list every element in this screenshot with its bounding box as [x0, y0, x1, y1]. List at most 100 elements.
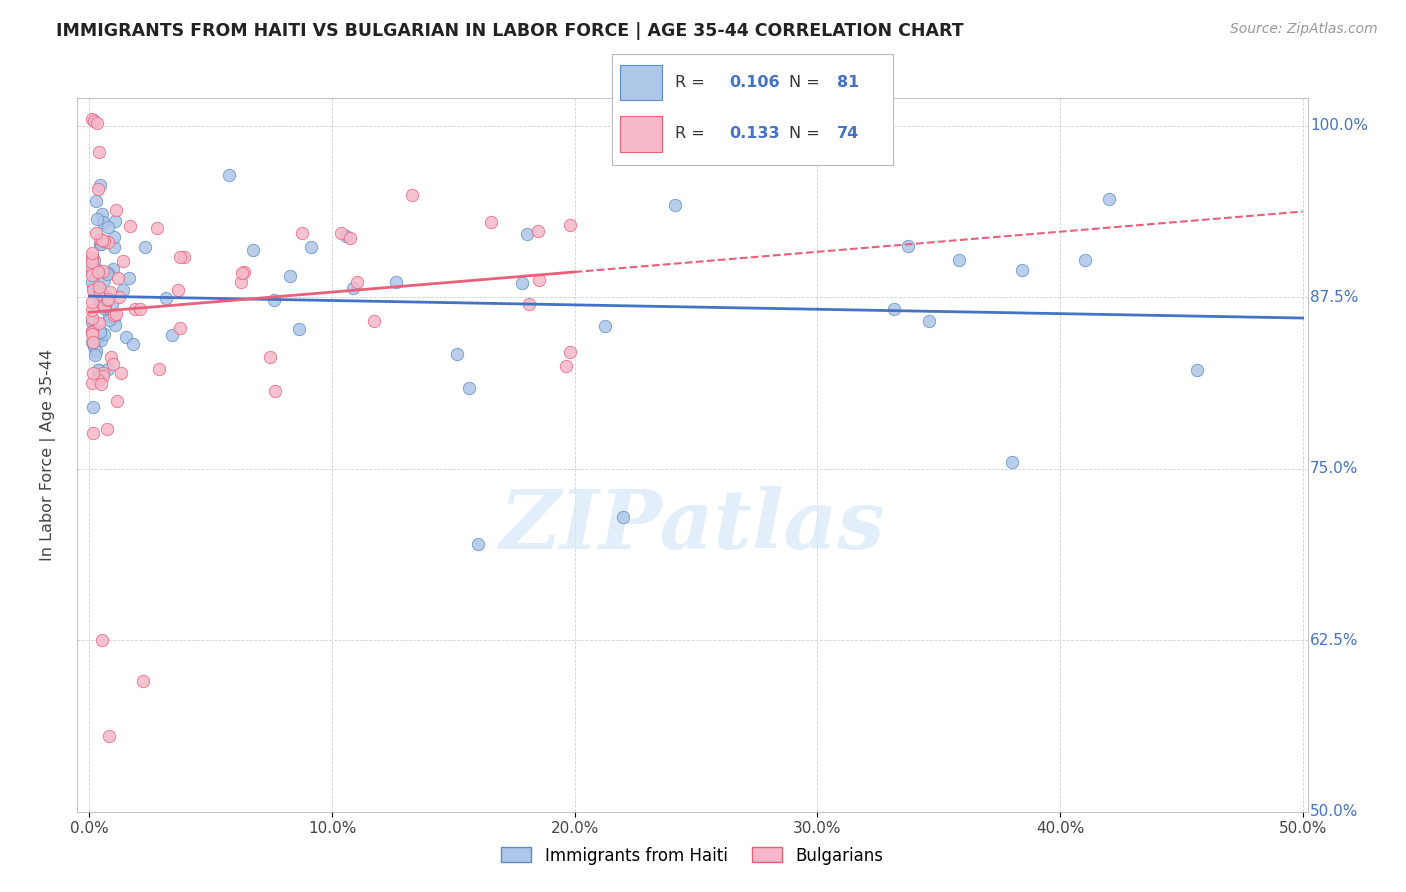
Point — [115, 330, 138, 344]
Point — [90, 233, 112, 247]
Point — [91, 207, 114, 221]
Point — [84, 226, 107, 240]
Point — [93, 326, 115, 341]
Point — [97, 219, 120, 234]
Point — [110, 366, 132, 380]
Point — [80, 324, 103, 338]
Point — [107, 290, 129, 304]
Point — [664, 198, 686, 212]
Point — [80, 265, 103, 279]
Point — [401, 188, 423, 202]
Legend: Immigrants from Haiti, Bulgarians: Immigrants from Haiti, Bulgarians — [495, 840, 890, 871]
Point — [80, 252, 103, 266]
Point — [82, 334, 104, 349]
Point — [89, 324, 111, 338]
Point — [948, 252, 970, 267]
Point — [86, 116, 108, 130]
Text: N =: N = — [789, 75, 825, 90]
Point — [242, 244, 264, 258]
Point — [80, 376, 103, 390]
Point — [96, 293, 118, 307]
Point — [98, 285, 121, 299]
Point — [90, 333, 112, 347]
Point — [91, 368, 114, 383]
Point — [90, 633, 112, 648]
Point — [97, 362, 120, 376]
Point — [897, 238, 920, 252]
Point — [918, 314, 941, 328]
Point — [84, 343, 107, 358]
Point — [339, 230, 361, 244]
Point — [299, 240, 322, 254]
Point — [97, 292, 120, 306]
Point — [612, 509, 634, 524]
Point — [86, 373, 108, 387]
Point — [97, 729, 120, 743]
Point — [93, 301, 115, 316]
Point — [231, 275, 253, 289]
Point — [87, 369, 110, 384]
Point — [467, 537, 489, 551]
Point — [96, 267, 118, 281]
Point — [264, 384, 287, 398]
Point — [107, 271, 129, 285]
Point — [129, 301, 152, 316]
Point — [82, 284, 104, 298]
Point — [104, 202, 127, 217]
Point — [87, 182, 110, 196]
Text: IMMIGRANTS FROM HAITI VS BULGARIAN IN LABOR FORCE | AGE 35-44 CORRELATION CHART: IMMIGRANTS FROM HAITI VS BULGARIAN IN LA… — [56, 22, 965, 40]
Point — [91, 286, 114, 301]
Point — [263, 293, 285, 307]
Point — [1097, 192, 1119, 206]
Bar — [620, 65, 662, 101]
Point — [80, 327, 103, 342]
Point — [89, 232, 111, 246]
Point — [232, 265, 254, 279]
Point — [558, 344, 581, 359]
Point — [89, 236, 111, 251]
Text: Source: ZipAtlas.com: Source: ZipAtlas.com — [1230, 22, 1378, 37]
Point — [103, 310, 125, 325]
Bar — [620, 116, 662, 152]
Point — [101, 297, 124, 311]
Point — [291, 226, 314, 240]
Point — [278, 268, 301, 283]
Point — [104, 318, 127, 332]
Point — [86, 280, 108, 294]
Point — [87, 316, 110, 330]
Point — [346, 275, 368, 289]
Point — [363, 314, 385, 328]
Text: ZIPatlas: ZIPatlas — [499, 486, 886, 566]
Point — [120, 219, 142, 233]
Point — [103, 240, 125, 254]
Y-axis label: In Labor Force | Age 35-44: In Labor Force | Age 35-44 — [41, 349, 56, 561]
Point — [89, 325, 111, 339]
Point — [134, 240, 156, 254]
Point — [80, 315, 103, 329]
Point — [87, 279, 110, 293]
Point — [83, 114, 105, 128]
Point — [527, 272, 550, 286]
Point — [103, 308, 125, 322]
Point — [82, 425, 104, 440]
Point — [89, 178, 111, 192]
Point — [104, 214, 127, 228]
Point — [98, 309, 121, 323]
Point — [80, 275, 103, 289]
Point — [86, 262, 108, 277]
Point — [167, 284, 190, 298]
Point — [83, 253, 105, 268]
Point — [169, 250, 191, 264]
Point — [89, 296, 111, 310]
Point — [259, 350, 281, 364]
Point — [100, 350, 122, 364]
Point — [97, 266, 120, 280]
Point — [218, 168, 240, 182]
Point — [335, 229, 357, 244]
Text: 0.133: 0.133 — [730, 127, 780, 141]
Point — [80, 268, 103, 283]
Point — [80, 302, 103, 317]
Point — [160, 328, 183, 343]
Point — [342, 281, 364, 295]
Point — [1185, 363, 1208, 377]
